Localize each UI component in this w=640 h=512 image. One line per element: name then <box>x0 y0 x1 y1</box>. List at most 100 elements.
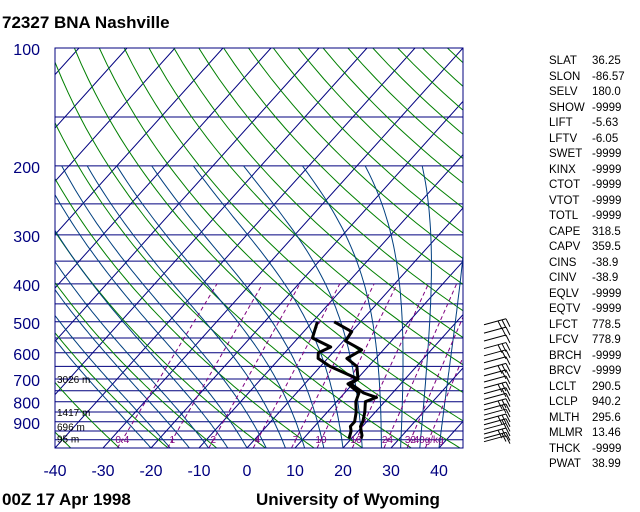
dewpoint-profile-line <box>310 321 361 440</box>
wind-barb-flag <box>505 387 511 396</box>
moist-adiabat-line <box>61 165 267 448</box>
height-label: 696 m <box>57 422 85 433</box>
index-name: LCLT <box>549 380 577 393</box>
index-row: CINS -38.9 <box>549 257 637 273</box>
wind-barb-flag <box>501 419 507 429</box>
wind-barb <box>483 408 511 418</box>
index-row: LFCT 778.5 <box>549 319 637 335</box>
index-name: SLAT <box>549 55 577 67</box>
wind-barb-flag <box>497 429 503 439</box>
wind-barb-flag <box>505 393 511 402</box>
index-name: CINS <box>549 256 577 269</box>
wind-barb-flag <box>501 433 507 442</box>
wind-barb-flag <box>497 344 503 353</box>
index-row: EQLV -9999 <box>549 288 637 304</box>
mixing-ratio-label: 2 <box>210 435 216 446</box>
index-value: 38.99 <box>592 458 621 470</box>
isotherm-line <box>55 48 224 236</box>
pressure-tick-label: 400 <box>13 278 40 295</box>
index-row: THCK -9999 <box>549 443 637 459</box>
temperature-tick-label: -10 <box>187 463 210 480</box>
moist-adiabat-line <box>364 165 404 448</box>
wind-barb-flag <box>505 349 511 359</box>
index-row: MLMR 13.46 <box>549 427 637 443</box>
index-value: -9999 <box>592 210 622 222</box>
isotherm-line <box>55 48 176 183</box>
moist-adiabat-line <box>116 165 306 448</box>
wind-barb <box>483 403 511 414</box>
index-value: -9999 <box>592 101 622 114</box>
wind-barb-flag <box>505 427 511 437</box>
index-name: SWET <box>549 148 583 160</box>
index-value: -38.9 <box>592 256 619 269</box>
dry-adiabat-line <box>55 60 412 448</box>
index-value: -5.63 <box>592 117 619 129</box>
wind-barb <box>483 356 511 365</box>
background-lines <box>55 48 463 448</box>
isotherm-line <box>55 48 320 343</box>
wind-barb-flag <box>505 403 511 413</box>
index-name: MLTH <box>549 411 580 424</box>
moist-adiabat-line <box>55 314 171 448</box>
index-value: 290.5 <box>592 380 621 393</box>
index-value: 318.5 <box>592 225 621 238</box>
index-row: SHOW -9999 <box>549 102 637 118</box>
index-value: -9999 <box>592 287 622 300</box>
index-row: BRCV -9999 <box>549 365 637 381</box>
index-row: EQTV -9999 <box>549 303 637 319</box>
temperature-tick-label: 0 <box>243 463 252 480</box>
dry-adiabat-line <box>173 48 463 339</box>
mixing-ratio-line <box>383 283 458 448</box>
index-row: LCLT 290.5 <box>549 381 637 397</box>
index-value: 180.0 <box>592 86 621 98</box>
dry-adiabat-line <box>55 332 169 448</box>
mixing-ratio-line <box>252 283 341 448</box>
wind-barb-flag <box>505 369 511 379</box>
wind-barb <box>483 398 511 410</box>
index-value: 940.2 <box>592 396 621 408</box>
wind-barb <box>483 381 511 393</box>
dry-adiabat-line <box>123 48 463 394</box>
pressure-tick-label: 800 <box>13 396 40 413</box>
index-value: -6.05 <box>592 132 619 145</box>
mixing-ratio-label: 0.4 <box>115 435 129 446</box>
index-row: CAPV 359.5 <box>549 241 637 257</box>
wind-barb-flag <box>501 370 507 380</box>
wind-barb-flag <box>501 404 507 414</box>
index-name: KINX <box>549 163 576 176</box>
mixing-ratio-label: 10 <box>315 435 327 446</box>
index-row: BRCH -9999 <box>549 350 637 366</box>
mixing-ratio-label: 4 <box>255 435 261 446</box>
index-value: 778.9 <box>592 334 621 346</box>
source-label: University of Wyoming <box>256 490 440 509</box>
dry-adiabat-line <box>55 177 315 448</box>
plot-frame <box>54 47 464 449</box>
pressure-tick-label: 300 <box>13 229 40 246</box>
index-row: LIFT -5.63 <box>549 117 637 133</box>
wind-barb <box>483 326 511 337</box>
mixing-ratio-line <box>406 315 463 448</box>
wind-barb-flag <box>501 382 507 392</box>
dry-adiabat-line <box>223 48 463 285</box>
wind-barb <box>483 369 511 380</box>
moist-adiabat-line <box>55 260 210 448</box>
index-value: -86.57 <box>592 70 625 83</box>
wind-barb <box>483 431 511 442</box>
index-name: TOTL <box>549 210 579 222</box>
moist-adiabat-line <box>192 165 344 448</box>
temperature-tick-label: 20 <box>334 463 352 480</box>
wind-barb <box>483 427 511 439</box>
wind-barb-staff <box>483 408 507 416</box>
moist-adiabat-line <box>55 288 190 448</box>
pressure-tick-label: 200 <box>13 160 40 177</box>
wind-barb <box>483 318 511 330</box>
dry-adiabat-line <box>198 48 463 312</box>
pressure-tick-label: 500 <box>13 316 40 333</box>
index-name: SELV <box>549 86 578 98</box>
wind-barb-flag <box>505 326 511 336</box>
mixing-ratio-line <box>208 283 301 448</box>
wind-barb-flag <box>505 334 511 344</box>
dry-adiabat-line <box>55 121 364 448</box>
index-value: -38.9 <box>592 272 619 284</box>
pressure-tick-label: 900 <box>13 416 40 433</box>
